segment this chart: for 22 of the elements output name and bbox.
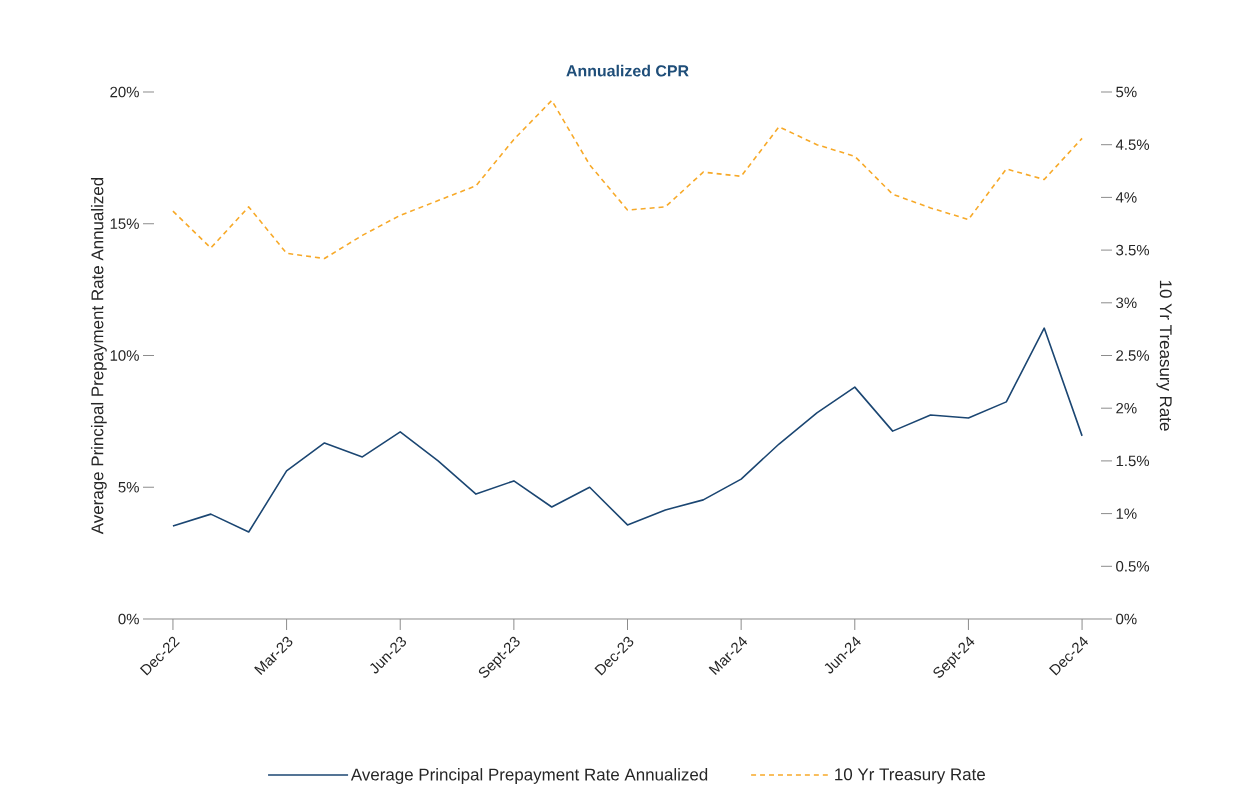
y-axis-title: Average Principal Prepayment Rate Annualized [90, 177, 107, 535]
y2-tick-label: 2% [1116, 402, 1137, 414]
legend-label: 10 Yr Treasury Rate [835, 768, 985, 784]
y2-axis-title: 10 Yr Treasury Rate [1156, 280, 1172, 431]
chart-title: Annualized CPR [566, 64, 689, 77]
line-series [172, 327, 1083, 533]
y-tick-label: 10% [110, 350, 139, 361]
y-tick-label: 15% [110, 218, 139, 229]
y-tick-label: 20% [110, 86, 139, 98]
y2-tick-label: 3% [1116, 297, 1137, 309]
y2-tick-label: 4% [1115, 192, 1137, 203]
y2-tick-label: 5% [1116, 86, 1137, 98]
y2-tick-label: 0% [1116, 613, 1137, 625]
y2-tick-label: 4.5% [1115, 139, 1150, 150]
y2-tick-label: 2.5% [1116, 350, 1150, 361]
legend-label: Average Principal Prepayment Rate Annualized [350, 768, 708, 784]
y2-tick-label: 3.5% [1116, 244, 1150, 256]
y2-tick-label: 1% [1116, 508, 1137, 519]
y2-tick-label: 1.5% [1116, 455, 1150, 467]
y2-tick-label: 0.5% [1116, 561, 1150, 572]
y-tick-label: 0% [118, 613, 139, 625]
y-tick-label: 5% [118, 482, 139, 493]
